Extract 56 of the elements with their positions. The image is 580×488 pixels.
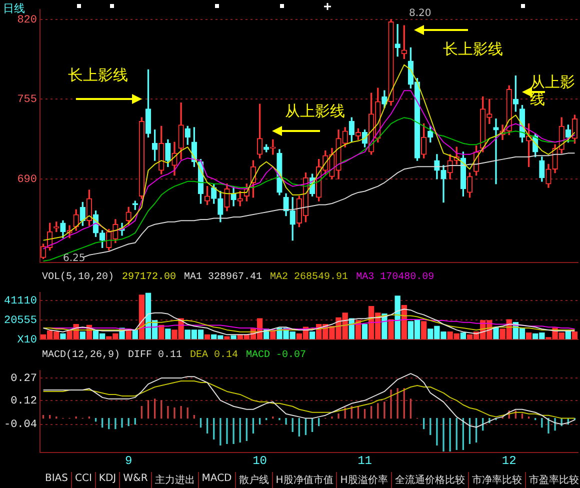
chart-title: MACD(12,26,9) [42,350,120,361]
bar [60,333,66,340]
bar [526,332,532,340]
y-tick-label: 755 [17,94,37,106]
bar [362,324,368,340]
candlestick [394,24,400,57]
bar [420,321,427,340]
text: MA3 170480.09 [356,272,434,283]
text: KDJ [96,472,120,488]
candlestick [493,118,499,184]
text: 市净率比较 [468,472,526,488]
text: H股净值市值 [272,472,338,488]
text: 市盈率比较 [526,472,580,488]
text: 297172.00 [122,272,176,283]
chart-title: 日线 [3,1,25,15]
text: MA2 268549.91 [270,272,348,283]
bar [460,332,466,340]
text: W&R [120,472,152,488]
y-tick-label: 41110 [4,295,37,308]
y-tick-label: 690 [17,174,37,186]
text: 散户线 [236,472,273,488]
annotation: 从上影线 [285,102,345,121]
text: CCI [72,472,96,488]
bar [309,332,316,340]
y-tick-label: -0.04 [4,419,38,432]
bar [572,332,578,340]
x-tick-label: 10 [252,454,267,468]
text: 全流通价格比较 [392,472,469,488]
text: DEA 0.14 [190,350,238,361]
bar [80,332,86,340]
bar [165,328,171,340]
x-tick-label: 12 [502,454,516,468]
y-tick-label: X10 [17,334,37,346]
y-tick-label: 20555 [4,314,37,327]
text: MA1 328967.41 [184,272,262,283]
text: MACD [198,472,236,488]
bar [388,319,394,340]
chart-title: VOL(5,10,20) [42,272,114,283]
bar [224,336,230,340]
y-tick-label: 820 [17,14,37,26]
x-tick-label: 9 [124,454,132,468]
y-tick-label: 0.12 [10,395,37,408]
annotation: 6.25 [63,253,86,264]
bar [493,326,499,340]
y-tick-label: 0.27 [10,372,37,385]
annotation: 长上影线 [68,66,128,85]
annotation: 长上影线 [443,40,503,59]
x-tick-label: 11 [358,454,372,468]
text: H股溢价率 [337,472,392,488]
text: 主力进出 [152,472,199,488]
text: BIAS [42,472,72,488]
series-label: DIFF 0.11 [128,350,182,361]
bar [394,296,400,340]
bar [230,335,236,340]
text: MACD -0.07 [246,350,306,361]
annotation: 8.20 [409,8,432,19]
